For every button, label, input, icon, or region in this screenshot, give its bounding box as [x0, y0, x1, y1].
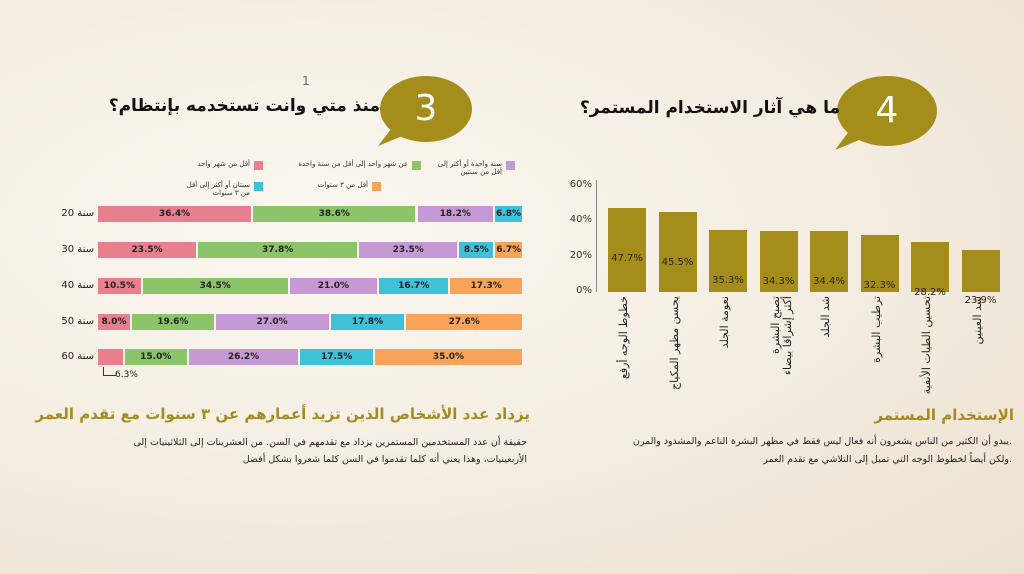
- bar-value-label: 35.3%: [712, 274, 744, 286]
- legend-label: أقل من ٣ سنوات: [317, 181, 368, 189]
- bar-segment: 17.5%: [300, 349, 373, 365]
- y-tick-label: 20%: [569, 249, 592, 261]
- row-label: 20 سنة: [61, 208, 94, 219]
- legend-swatch: [506, 161, 515, 170]
- bar-segment: 17.3%: [450, 278, 522, 294]
- legend-item-1: أقل من شهر واحد: [180, 160, 263, 170]
- legend-label: عن شهر واحد إلى أقل من سنة واحدة: [298, 160, 408, 168]
- left-paragraph: حقيقة أن عدد المستخدمين المستمرين يزداد …: [133, 437, 527, 465]
- bar: [759, 231, 798, 292]
- y-tick-label: 0%: [576, 285, 592, 296]
- bar-segment: 35.0%: [374, 349, 522, 365]
- x-category-label: خطوط الوجه أرفع: [617, 296, 630, 379]
- x-category-label: شد الجلد: [819, 296, 832, 338]
- bar: [961, 249, 1000, 292]
- row-label: 30 سنة: [61, 244, 94, 255]
- bar-segment: 34.5%: [142, 278, 288, 294]
- y-tick-label: 40%: [569, 214, 592, 226]
- bar-value-label: 34.4%: [813, 276, 845, 288]
- bar: [911, 242, 949, 292]
- row-label: 40 سنة: [61, 280, 94, 291]
- x-category-label: شد العينين: [970, 296, 984, 345]
- bubble-4-shape: [835, 76, 937, 150]
- bar: [658, 211, 697, 292]
- bubble-4-number: 4: [875, 90, 899, 131]
- bar-value-label: 34.3%: [762, 276, 795, 288]
- bar-segment: 8.5%: [459, 242, 494, 258]
- bar-segment: 16.7%: [379, 278, 449, 294]
- bar-segment: 19.6%: [132, 314, 214, 330]
- right-paragraph-line1: .يبدو أن الكثير من الناس يشعرون أنه فعال…: [632, 436, 1012, 447]
- legend-item-5: أقل من ٣ سنوات: [298, 181, 381, 191]
- x-category-label: ترطيب البشرة: [869, 296, 883, 363]
- legend-label: سنة واحدة أو أكثر إلى أقل من سنتين: [437, 160, 502, 176]
- legend-label: أقل من شهر واحد: [197, 160, 250, 168]
- bar-segment: 27.6%: [406, 314, 522, 330]
- x-category-label: تصبح البشرة أكثر إشراقا بيضاء: [768, 296, 794, 376]
- bar-segment: 8.0%: [98, 314, 131, 330]
- legend-item-4: سنتان أو أكثر إلى أقل من ٣ سنوات: [180, 181, 263, 197]
- bar-value-label: 47.7%: [611, 252, 643, 264]
- bar-segment: 38.6%: [253, 206, 416, 222]
- bar-segment: 18.2%: [417, 206, 494, 222]
- bar-value-label: 23.9%: [964, 294, 997, 306]
- bar-segment: 10.5%: [98, 278, 141, 294]
- legend-item-2: عن شهر واحد إلى أقل من سنة واحدة: [298, 160, 421, 170]
- bar-segment: 17.8%: [330, 314, 405, 330]
- x-category-label: يحسن مظهر المكياج: [667, 296, 681, 391]
- bar-value-label: 28.2%: [914, 287, 946, 299]
- legend-label: سنتان أو أكثر إلى أقل من ٣ سنوات: [186, 181, 250, 197]
- legend-swatch: [254, 161, 263, 170]
- bar-segment: 21.0%: [289, 278, 378, 294]
- x-category-label: نعومة الجلد: [718, 296, 731, 349]
- x-category-label: تحسين الطيات الأنفية: [920, 296, 933, 395]
- bar-segment: 37.8%: [198, 242, 358, 258]
- bar-segment: 36.4%: [98, 206, 252, 222]
- right-paragraph-line2: .ولكن أيضاً لخطوط الوجه التي تميل إلى ال…: [763, 454, 1012, 465]
- note-leader-line: [103, 367, 116, 376]
- bubble-3-shape: [378, 76, 472, 146]
- legend-swatch: [254, 182, 263, 191]
- bar-segment: 26.2%: [188, 349, 299, 365]
- bar-segment: 6.8%: [495, 206, 522, 222]
- y-axis-line: [596, 180, 597, 292]
- note-label: 6.3%: [115, 370, 138, 380]
- legend-swatch: [372, 182, 381, 191]
- row-label: 60 سنة: [61, 351, 94, 362]
- bar-segment: 15.0%: [124, 349, 187, 365]
- bar: [810, 231, 848, 292]
- bar-segment: 6.7%: [495, 242, 522, 258]
- bubble-3-number: 3: [414, 88, 438, 129]
- bar: [860, 234, 899, 292]
- bar-segment: 23.5%: [359, 242, 458, 258]
- bar: [608, 207, 646, 292]
- left-heading: يزداد عدد الأشخاص الذين تزيد أعمارهم عن …: [35, 405, 530, 423]
- bar-segment: [98, 349, 123, 365]
- bar-value-label: 32.3%: [863, 279, 896, 291]
- left-question-title: منذ متي وانت تستخدمه بإنتظام؟: [108, 96, 380, 116]
- bar-segment: 27.0%: [215, 314, 329, 330]
- legend-swatch: [412, 161, 421, 170]
- right-question-title: ما هي آثار الاستخدام المستمر؟: [579, 98, 840, 118]
- row-label: 50 سنة: [61, 316, 94, 327]
- legend-item-3: سنة واحدة أو أكثر إلى أقل من سنتين: [432, 160, 515, 176]
- bar: [709, 229, 747, 292]
- bar-segment: 23.5%: [98, 242, 197, 258]
- right-heading: الإستخدام المستمر: [874, 406, 1014, 424]
- bar-value-label: 45.5%: [661, 256, 694, 268]
- y-tick-label: 60%: [569, 179, 592, 190]
- stray-mark: 1: [302, 74, 310, 88]
